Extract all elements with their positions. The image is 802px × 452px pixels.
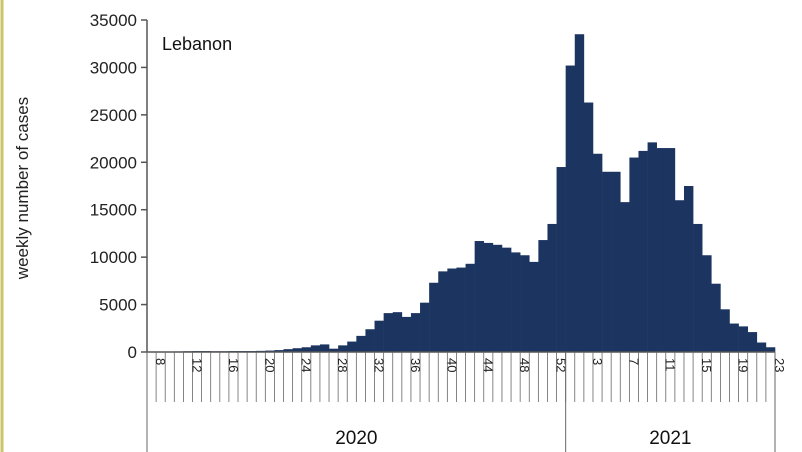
bar — [602, 171, 612, 352]
y-tick-label: 20000 — [90, 153, 137, 172]
bar — [574, 34, 585, 352]
x-tick-label: 28 — [335, 358, 350, 372]
y-axis: 0 5000 10000 15000 20000 25000 30000 35000 — [90, 11, 148, 362]
bar — [310, 345, 321, 352]
bar — [447, 268, 457, 352]
x-tick-label: 48 — [517, 358, 532, 372]
bar — [465, 263, 475, 352]
bar — [401, 316, 412, 352]
bar — [556, 167, 566, 352]
y-tick-label: 15000 — [90, 201, 137, 220]
bar — [492, 244, 503, 352]
bar — [711, 283, 721, 352]
bar — [647, 142, 657, 352]
bar — [383, 313, 394, 352]
bar — [538, 240, 548, 352]
bar — [702, 255, 712, 352]
x-tick-label: 40 — [444, 358, 459, 372]
bar — [301, 347, 312, 352]
bar — [474, 241, 485, 352]
x-tick-label: 36 — [408, 358, 423, 372]
x-tick-label: 23 — [772, 358, 787, 372]
x-tick-label: 16 — [226, 358, 241, 372]
bar — [583, 102, 594, 352]
bar — [356, 335, 366, 352]
x-tick-label: 52 — [554, 358, 569, 372]
bar — [756, 342, 767, 352]
bar — [292, 348, 303, 352]
bar — [456, 267, 466, 352]
bar — [438, 271, 448, 352]
bar — [592, 153, 603, 352]
x-tick-label: 7 — [626, 358, 641, 365]
y-tick-label: 0 — [128, 343, 137, 362]
y-tick-label: 30000 — [90, 58, 137, 77]
y-tick-label: 5000 — [99, 296, 137, 315]
bar — [629, 157, 639, 352]
bar — [392, 312, 403, 352]
bar — [738, 326, 748, 352]
x-tick-label: 12 — [189, 358, 204, 372]
bar — [656, 148, 667, 352]
y-tick-label: 35000 — [90, 11, 137, 30]
bar — [274, 350, 284, 352]
x-tick-label: 44 — [481, 358, 496, 372]
x-tick-label: 32 — [371, 358, 386, 372]
bar — [420, 302, 430, 352]
bar — [665, 148, 676, 352]
x-tick-label: 24 — [299, 358, 314, 372]
bar — [620, 202, 630, 352]
bar — [729, 323, 739, 352]
bar — [319, 344, 330, 352]
bar — [374, 320, 384, 352]
chart-title: Lebanon — [162, 34, 232, 54]
bars — [147, 34, 776, 352]
year-label: 2020 — [335, 428, 377, 449]
bar — [611, 171, 621, 352]
bar — [683, 186, 694, 352]
bar — [347, 341, 357, 352]
bar — [410, 313, 421, 352]
bar — [529, 261, 539, 352]
bar — [329, 348, 339, 352]
year-label: 2021 — [649, 428, 691, 449]
y-tick-label: 10000 — [90, 248, 137, 267]
bar — [747, 332, 758, 352]
x-tick-label: 8 — [153, 358, 168, 365]
bar — [338, 345, 348, 352]
bar — [483, 242, 494, 352]
bar — [693, 223, 703, 352]
bar — [565, 65, 576, 352]
x-tick-label: 15 — [699, 358, 714, 372]
bar — [283, 349, 293, 352]
x-tick-label: 19 — [736, 358, 751, 372]
bar — [765, 347, 776, 352]
bar — [501, 247, 512, 352]
y-tick-label: 25000 — [90, 106, 137, 125]
bar — [511, 252, 521, 352]
x-axis: 8 12 16 20 24 28 32 36 40 44 48 52 3 7 11 15 19 23 2020 202… — [146, 351, 787, 452]
x-tick-label: 3 — [590, 358, 605, 365]
bar — [638, 150, 648, 352]
bar — [429, 282, 439, 352]
y-axis-title: weekly number of cases — [13, 97, 32, 280]
bar — [365, 329, 375, 352]
bar — [520, 255, 530, 352]
bar — [674, 200, 685, 352]
x-tick-label: 11 — [663, 358, 678, 372]
bar — [720, 309, 730, 352]
x-tick-label: 20 — [262, 358, 277, 372]
bar — [547, 223, 557, 352]
